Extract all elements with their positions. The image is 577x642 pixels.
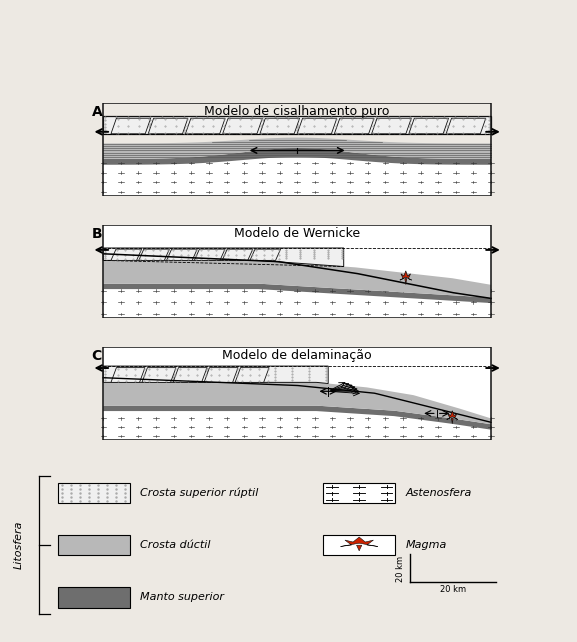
Polygon shape <box>223 118 263 134</box>
Polygon shape <box>340 537 378 546</box>
Polygon shape <box>409 118 448 134</box>
FancyBboxPatch shape <box>58 587 130 607</box>
Text: 20 km: 20 km <box>396 555 405 582</box>
Polygon shape <box>446 118 486 134</box>
Text: Modelo de delaminação: Modelo de delaminação <box>222 349 372 361</box>
FancyBboxPatch shape <box>58 483 130 503</box>
Text: Crosta dúctil: Crosta dúctil <box>140 540 210 550</box>
Polygon shape <box>185 118 225 134</box>
Polygon shape <box>111 249 141 261</box>
Polygon shape <box>297 118 337 134</box>
Polygon shape <box>335 118 374 134</box>
Text: Magma: Magma <box>406 540 447 550</box>
Text: A: A <box>92 105 102 119</box>
Polygon shape <box>111 368 145 383</box>
Polygon shape <box>139 249 170 261</box>
Polygon shape <box>222 249 253 261</box>
Polygon shape <box>103 261 491 298</box>
Polygon shape <box>451 418 453 424</box>
Polygon shape <box>173 368 207 383</box>
Text: Astenosfera: Astenosfera <box>406 488 472 498</box>
Polygon shape <box>103 148 491 165</box>
Polygon shape <box>103 366 328 383</box>
Polygon shape <box>447 411 458 419</box>
Polygon shape <box>103 225 491 318</box>
Text: Manto superior: Manto superior <box>140 593 224 602</box>
Text: C: C <box>92 349 102 363</box>
Polygon shape <box>103 157 491 196</box>
Polygon shape <box>357 545 362 551</box>
Polygon shape <box>372 118 411 134</box>
Polygon shape <box>405 279 407 284</box>
Text: 20 km: 20 km <box>440 586 466 594</box>
Polygon shape <box>260 118 299 134</box>
Polygon shape <box>167 249 197 261</box>
FancyBboxPatch shape <box>323 535 395 555</box>
Polygon shape <box>250 249 280 261</box>
Text: Crosta superior rúptil: Crosta superior rúptil <box>140 488 258 498</box>
Polygon shape <box>103 284 491 303</box>
Text: Litosfera: Litosfera <box>13 521 24 569</box>
Polygon shape <box>204 368 238 383</box>
Polygon shape <box>142 368 176 383</box>
Polygon shape <box>111 118 151 134</box>
Polygon shape <box>103 116 491 134</box>
FancyBboxPatch shape <box>58 535 130 555</box>
Polygon shape <box>235 368 269 383</box>
Polygon shape <box>400 271 411 280</box>
Polygon shape <box>103 383 491 424</box>
FancyBboxPatch shape <box>323 483 395 503</box>
Polygon shape <box>103 248 344 266</box>
Polygon shape <box>194 249 225 261</box>
Text: Modelo de Wernicke: Modelo de Wernicke <box>234 227 360 239</box>
Text: B: B <box>92 227 102 241</box>
Polygon shape <box>103 347 491 440</box>
Polygon shape <box>103 406 491 429</box>
Text: Modelo de cisalhamento puro: Modelo de cisalhamento puro <box>204 105 390 117</box>
Polygon shape <box>148 118 188 134</box>
Polygon shape <box>103 137 491 159</box>
